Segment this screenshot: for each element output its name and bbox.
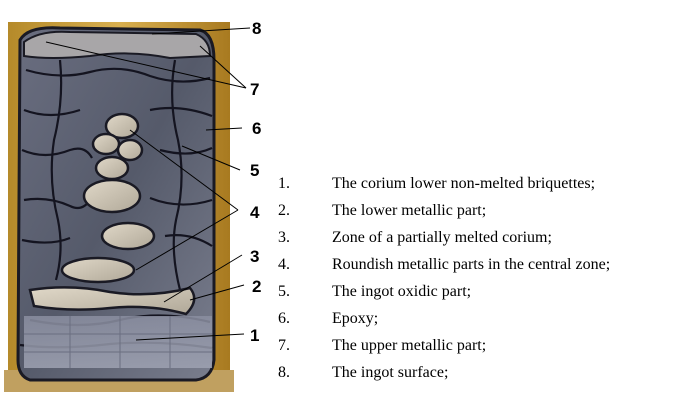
callout-3: 3 bbox=[250, 247, 259, 266]
legend-number: 6. bbox=[278, 309, 290, 327]
callout-4: 4 bbox=[250, 203, 260, 222]
legend-item: 5. The ingot oxidic part; bbox=[272, 278, 692, 305]
central-metallic-parts bbox=[60, 112, 156, 284]
callout-5: 5 bbox=[250, 161, 259, 180]
legend-item: 6. Epoxy; bbox=[272, 305, 692, 332]
legend-text: The corium lower non-melted briquettes; bbox=[332, 174, 596, 192]
legend-number: 1. bbox=[278, 174, 290, 192]
legend-number: 5. bbox=[278, 282, 290, 300]
callout-2: 2 bbox=[252, 277, 261, 296]
legend-number: 2. bbox=[278, 201, 290, 219]
legend-text: Roundish metallic parts in the central z… bbox=[332, 255, 611, 273]
legend-number: 4. bbox=[278, 255, 290, 273]
callout-1: 1 bbox=[250, 326, 259, 345]
ingot-photo bbox=[4, 22, 234, 392]
legend-text: The upper metallic part; bbox=[332, 336, 487, 354]
legend-list: 1. The corium lower non-melted briquette… bbox=[272, 170, 692, 386]
callout-8: 8 bbox=[252, 19, 261, 38]
lower-non-melted-briquettes bbox=[24, 316, 212, 368]
legend-item: 1. The corium lower non-melted briquette… bbox=[272, 170, 692, 197]
legend-text: Zone of a partially melted corium; bbox=[332, 228, 552, 246]
legend-number: 8. bbox=[278, 363, 290, 381]
legend-text: The lower metallic part; bbox=[332, 201, 487, 219]
legend-number: 7. bbox=[278, 336, 290, 354]
legend-item: 2. The lower metallic part; bbox=[272, 197, 692, 224]
legend-number: 3. bbox=[278, 228, 290, 246]
legend-item: 8. The ingot surface; bbox=[272, 359, 692, 386]
legend-item: 4. Roundish metallic parts in the centra… bbox=[272, 251, 692, 278]
leader-lines bbox=[45, 27, 251, 341]
legend-text: Epoxy; bbox=[332, 309, 379, 327]
legend-text: The ingot surface; bbox=[332, 363, 449, 381]
ingot-upper-metallic-part bbox=[23, 30, 212, 60]
callout-7: 7 bbox=[250, 80, 259, 99]
legend-item: 3. Zone of a partially melted corium; bbox=[272, 224, 692, 251]
legend-item: 7. The upper metallic part; bbox=[272, 332, 692, 359]
legend-text: The ingot oxidic part; bbox=[332, 282, 472, 300]
ingot-lower-metallic-part bbox=[28, 286, 196, 316]
callout-6: 6 bbox=[252, 119, 261, 138]
